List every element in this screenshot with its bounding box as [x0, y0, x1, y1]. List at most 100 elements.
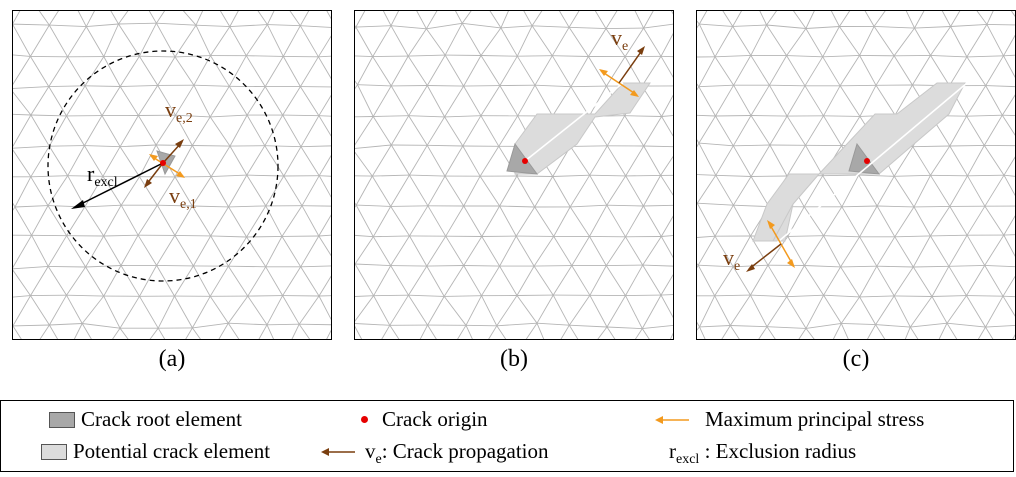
mesh-edge [66, 294, 83, 324]
mesh-edge [966, 56, 987, 86]
mesh-edge [299, 25, 319, 58]
mesh-edge [67, 145, 85, 176]
mesh-edge [805, 328, 815, 339]
mesh-edge [355, 55, 373, 58]
mesh-edge [13, 235, 32, 269]
mesh-edge [120, 204, 139, 236]
mesh-edge [318, 55, 331, 58]
mesh-edge [300, 235, 320, 268]
mesh-edge [481, 295, 498, 327]
mesh-edge [1003, 174, 1015, 197]
mesh-edge [766, 326, 807, 329]
mesh-edge [498, 115, 519, 147]
mesh-edge [228, 86, 248, 116]
mesh-edge [427, 175, 446, 207]
mesh-edge [750, 294, 787, 298]
mesh-edge [500, 11, 509, 29]
rexcl-label: rexcl [87, 161, 118, 190]
legend-potential-element: Potential crack element [41, 439, 270, 464]
mesh-edge [931, 266, 950, 297]
mesh-edge [266, 11, 275, 25]
mesh-edge [698, 142, 717, 176]
mesh-edge [157, 56, 176, 86]
mesh-edge [873, 26, 895, 57]
mesh-edge [119, 55, 140, 87]
mesh-edge [499, 85, 519, 117]
mesh-edge [750, 176, 770, 207]
mesh-edge [318, 115, 331, 117]
mesh-edge [390, 55, 409, 87]
mesh-edge [390, 144, 410, 176]
mesh-edge [930, 26, 951, 56]
mesh-edge [84, 115, 103, 146]
mesh-edge [697, 142, 700, 148]
crack-origin-dot [522, 158, 528, 164]
mesh-edge [516, 265, 535, 296]
mesh-edge [894, 235, 931, 238]
mesh-edge [175, 84, 195, 116]
mesh-edge [625, 174, 661, 177]
mesh-edge [894, 174, 931, 177]
mesh-edge [864, 11, 875, 27]
mesh-edge [625, 145, 645, 177]
mesh-edge [568, 27, 589, 57]
mesh-edge [372, 85, 392, 117]
mesh-edge [715, 115, 734, 147]
mesh-edge [859, 205, 878, 238]
mesh-edge [732, 115, 752, 147]
mesh-edge [803, 175, 824, 208]
mesh-edge [110, 11, 119, 25]
mesh-edge [227, 295, 249, 324]
mesh-edge [660, 175, 673, 196]
mesh-edge [426, 11, 438, 30]
mesh-edge [985, 324, 1015, 328]
mesh-edge [832, 323, 842, 339]
mesh-edge [715, 115, 752, 117]
mesh-edge [210, 55, 230, 87]
mesh-edge [823, 294, 860, 298]
mesh-edge [822, 56, 841, 87]
mesh-edge [624, 56, 643, 87]
mesh-edge [389, 294, 409, 326]
mesh-edge [966, 295, 1004, 297]
mesh-edge [571, 236, 590, 266]
mesh-edge [291, 324, 300, 339]
mesh-edge [732, 24, 767, 27]
mesh-edge [228, 265, 249, 297]
mesh-edge [120, 176, 140, 206]
mesh-edge [300, 25, 331, 28]
mesh-edge [13, 54, 31, 57]
mesh-edge [588, 85, 607, 117]
mesh-edge [625, 205, 644, 238]
mesh-edge [355, 204, 374, 237]
mesh-edge [697, 86, 700, 91]
mesh-edge [552, 86, 572, 117]
mesh-edge [605, 11, 618, 29]
mesh-edge [174, 234, 211, 237]
legend-exclusion: rexcl : Exclusion radius [669, 439, 856, 467]
mesh-edge [174, 265, 194, 297]
mesh-edge [1001, 114, 1015, 136]
mesh-edge [390, 25, 409, 57]
mesh-edge [318, 154, 331, 176]
mesh-edge [624, 115, 662, 117]
mesh-edge [1003, 156, 1015, 176]
mesh-edge [156, 11, 166, 24]
mesh-edge [48, 11, 59, 26]
mesh-edge [443, 296, 467, 326]
mesh-edge [804, 265, 841, 268]
mesh-edge [977, 326, 986, 339]
mesh-edge [355, 26, 374, 57]
mesh-edge [82, 323, 121, 329]
mesh-edge [13, 295, 31, 298]
mesh-edge [229, 145, 248, 176]
mesh-edge [479, 175, 500, 207]
mesh-edge [643, 23, 673, 29]
mesh-edge [30, 266, 49, 296]
mesh-edge [949, 206, 968, 236]
mesh-edge [625, 295, 643, 329]
mesh-edge [938, 323, 948, 339]
mesh-edge [461, 23, 482, 56]
mesh-edge [355, 325, 363, 339]
mesh-edge [697, 263, 699, 266]
